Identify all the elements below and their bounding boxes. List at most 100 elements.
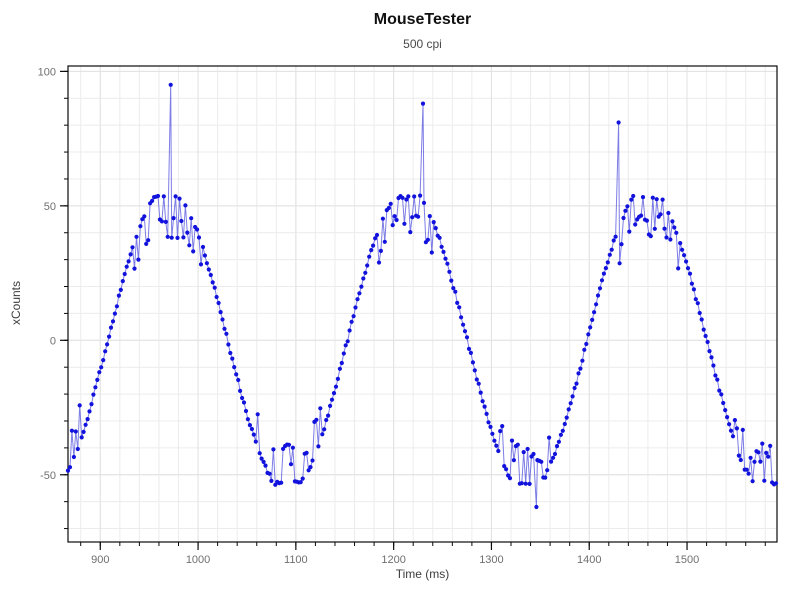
data-point	[468, 350, 473, 355]
data-point	[547, 435, 552, 440]
data-point	[181, 235, 186, 240]
data-point	[697, 310, 702, 316]
x-tick-label: 1100	[284, 554, 308, 566]
data-point	[286, 442, 292, 447]
data-point	[752, 459, 757, 464]
data-point	[367, 254, 372, 259]
data-point	[339, 360, 344, 366]
data-point	[79, 435, 84, 440]
data-point	[163, 219, 168, 224]
y-tick-label: 50	[44, 201, 56, 213]
data-point	[584, 341, 589, 347]
data-point	[523, 481, 528, 486]
data-point	[288, 462, 294, 467]
data-point	[617, 261, 622, 266]
data-point	[633, 222, 638, 227]
data-point	[202, 253, 207, 258]
data-point	[570, 394, 575, 399]
data-point	[511, 458, 516, 463]
data-point	[695, 301, 700, 306]
data-point	[476, 381, 481, 386]
data-point	[551, 455, 556, 460]
data-series-line	[67, 84, 777, 508]
data-point	[685, 266, 691, 271]
data-point	[572, 385, 577, 391]
data-point	[431, 220, 436, 225]
data-point	[376, 260, 382, 265]
data-point	[328, 403, 333, 408]
data-point	[549, 459, 554, 464]
data-point	[654, 197, 659, 202]
data-point	[734, 426, 740, 431]
data-point	[474, 377, 479, 382]
data-point	[322, 427, 327, 432]
data-point	[97, 370, 102, 375]
data-point	[662, 226, 667, 231]
data-point	[374, 232, 380, 238]
data-point	[534, 504, 539, 510]
data-point	[699, 317, 704, 322]
data-point	[736, 453, 742, 458]
data-point	[345, 339, 350, 344]
data-point	[746, 471, 751, 476]
data-point	[727, 422, 732, 427]
data-point	[498, 429, 503, 434]
data-point	[644, 218, 650, 223]
data-point	[709, 355, 714, 360]
data-point	[519, 481, 524, 486]
data-point	[427, 214, 432, 219]
data-point	[77, 403, 82, 408]
data-point	[351, 314, 356, 319]
data-point	[99, 365, 104, 370]
y-tick-label: 100	[38, 66, 56, 78]
data-point	[183, 203, 188, 208]
data-point	[425, 237, 430, 242]
data-point	[241, 400, 247, 405]
data-point	[335, 376, 340, 381]
data-point	[378, 248, 383, 253]
data-point	[198, 262, 204, 267]
data-point	[768, 443, 773, 448]
data-point	[314, 417, 319, 422]
data-point	[218, 310, 223, 315]
data-point	[359, 284, 364, 289]
data-point	[228, 350, 233, 356]
data-point	[390, 223, 395, 228]
data-point	[126, 259, 131, 264]
data-point	[308, 465, 313, 470]
x-tick-label: 1200	[381, 554, 405, 566]
data-point	[236, 377, 241, 383]
data-point	[439, 244, 444, 249]
data-point	[175, 235, 180, 240]
plot-border	[67, 65, 778, 543]
data-point	[103, 349, 108, 354]
data-point	[204, 261, 209, 266]
data-point	[65, 468, 71, 473]
data-point	[247, 423, 252, 428]
data-point	[144, 241, 149, 246]
data-point	[138, 224, 143, 229]
data-point	[496, 448, 501, 454]
data-point	[392, 214, 397, 219]
data-point	[257, 451, 262, 456]
data-point	[81, 429, 86, 434]
data-point	[353, 305, 358, 310]
data-point	[719, 392, 724, 397]
x-tick-label: 900	[91, 554, 109, 566]
data-point	[597, 286, 603, 291]
data-point	[760, 441, 765, 446]
data-point	[660, 197, 665, 202]
data-point	[177, 196, 182, 201]
data-point	[554, 444, 560, 449]
data-point	[118, 287, 123, 292]
data-point	[306, 468, 311, 473]
data-point	[701, 327, 706, 332]
data-point	[578, 366, 583, 371]
data-point	[404, 197, 409, 202]
data-point	[310, 458, 315, 463]
data-point	[609, 247, 614, 252]
data-point	[490, 431, 495, 436]
data-point	[114, 304, 119, 309]
data-point	[464, 335, 470, 340]
